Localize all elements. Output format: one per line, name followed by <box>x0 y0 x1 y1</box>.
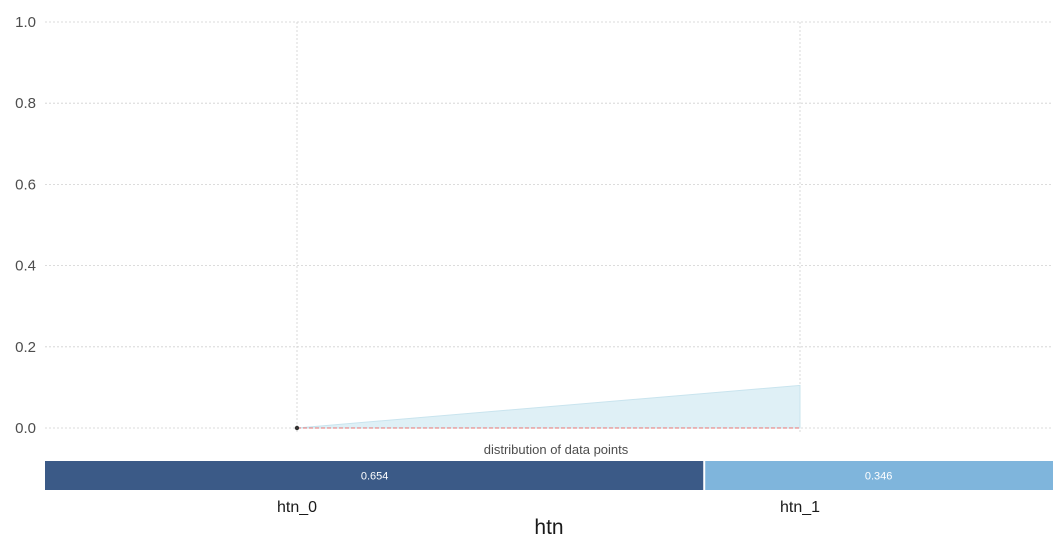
grid-layer <box>45 21 1053 434</box>
y-tick-layer: 0.0 0.2 0.4 0.6 0.8 1.0 <box>15 14 36 437</box>
x-axis-title: htn <box>534 516 563 539</box>
ice-area <box>296 384 801 429</box>
distribution-segment-label: 0.654 <box>361 471 389 483</box>
distribution-segment <box>704 461 1053 490</box>
distribution-segment-label: 0.346 <box>865 471 893 483</box>
x-category-label: htn_0 <box>277 499 317 516</box>
area-layer <box>294 384 801 431</box>
y-tick-label: 0.0 <box>15 420 36 437</box>
x-category-label: htn_1 <box>780 499 820 516</box>
y-tick-label: 1.0 <box>15 14 36 31</box>
y-tick-label: 0.8 <box>15 95 36 112</box>
y-tick-label: 0.4 <box>15 258 36 275</box>
y-tick-label: 0.6 <box>15 176 36 193</box>
x-category-labels: htn_0 htn_1 <box>277 499 820 516</box>
data-point <box>294 425 300 431</box>
distribution-title: distribution of data points <box>484 442 629 457</box>
y-tick-label: 0.2 <box>15 339 36 356</box>
distribution-segment <box>45 461 705 490</box>
distribution-bar: 0.654 0.346 <box>45 461 1053 490</box>
